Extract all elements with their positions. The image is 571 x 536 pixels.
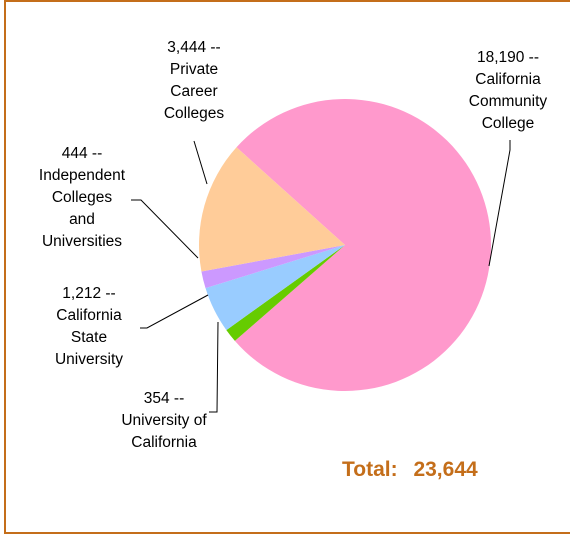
total-label: Total: 23,644 bbox=[342, 458, 478, 481]
pie-slice-3 bbox=[201, 245, 345, 289]
leader-line-0 bbox=[488, 140, 511, 267]
leader-line-4 bbox=[193, 140, 208, 185]
slice-labels: 18,190 --California Community College 354 -… bbox=[39, 39, 548, 451]
pie-slice-2 bbox=[205, 245, 345, 331]
leader-lines bbox=[131, 140, 511, 413]
pie-slices bbox=[199, 98, 492, 391]
pie-slice-4 bbox=[199, 147, 345, 272]
slice-label-4: 3,444 --Private Career Colleges bbox=[164, 39, 225, 122]
slice-label-3: 444 --Independent Colleges and Universities bbox=[39, 145, 126, 250]
pie-slice-0 bbox=[234, 98, 492, 391]
slice-label-1: 354 --University of California bbox=[121, 390, 207, 451]
leader-line-1 bbox=[209, 321, 219, 413]
pie-slice-1 bbox=[226, 245, 345, 341]
slice-label-0: 18,190 --California Community College bbox=[469, 49, 548, 132]
leader-line-2 bbox=[140, 294, 209, 329]
total-label-text: Total: bbox=[342, 458, 398, 481]
total-value: 23,644 bbox=[413, 458, 478, 481]
leader-line-3 bbox=[131, 199, 199, 259]
slice-label-2: 1,212 --California State University bbox=[55, 285, 123, 368]
